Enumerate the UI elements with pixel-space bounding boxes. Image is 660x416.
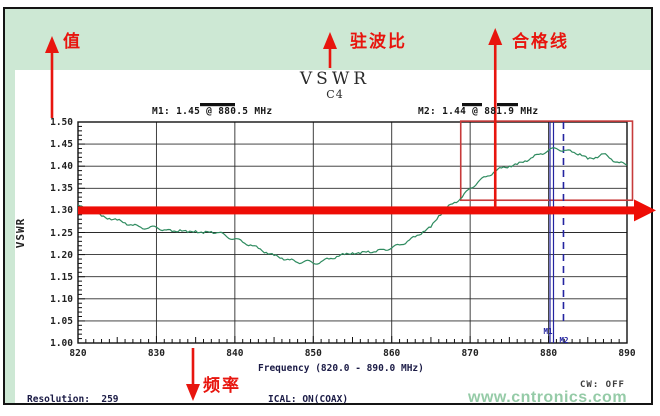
value-arrow-head — [45, 36, 59, 53]
y-tick-label: 1.15 — [50, 271, 73, 283]
highlight-box — [459, 120, 634, 202]
limit-indicator-bar — [497, 103, 518, 107]
freq-arrow-head — [186, 384, 200, 401]
x-tick-label: 840 — [226, 348, 244, 359]
annotation-vswr-label: 驻波比 — [350, 32, 407, 51]
vswr-trace — [77, 147, 628, 265]
y-tick-label: 1.00 — [50, 338, 73, 349]
marker2-readout: M2: 1.44 @ 881.9 MHz — [418, 106, 539, 117]
x-axis-title: Frequency (820.0 - 890.0 MHz) — [258, 363, 424, 374]
annotation-value-label: 值 — [63, 32, 82, 51]
y-tick-label: 1.30 — [50, 205, 73, 217]
x-tick-label: 820 — [69, 348, 87, 359]
chart-title: VSWR — [299, 69, 371, 89]
marker1-flag: M1 — [543, 327, 553, 336]
green-band-left — [5, 9, 15, 403]
y-tick-label: 1.10 — [50, 293, 73, 305]
cw-status-text: CW: OFF — [580, 380, 625, 390]
watermark-text: www.cntronics.com — [468, 389, 628, 406]
footer-left-block: Resolution: 259 Date: 07/09/2002 Model: … — [27, 374, 119, 416]
annotation-pass-line-label: 合格线 — [512, 32, 569, 51]
limit-line — [78, 206, 634, 215]
limit-indicator-bar — [200, 103, 235, 107]
y-tick-label: 1.25 — [50, 227, 73, 239]
pass-line-arrow-head — [488, 28, 503, 45]
footer-mid-block: ICAL: ON(COAX) Time: 06:34:32 Serial #: … — [268, 374, 371, 416]
ical-text: ICAL: ON(COAX) — [268, 394, 349, 405]
y-tick-label: 1.40 — [50, 161, 73, 173]
x-tick-label: 830 — [147, 348, 165, 359]
y-tick-label: 1.45 — [50, 139, 73, 151]
chart-subtitle: C4 — [326, 88, 344, 101]
x-tick-label: 850 — [304, 348, 322, 359]
plot-border — [77, 121, 628, 344]
vswr-arrow-head — [323, 32, 337, 49]
y-tick-label: 1.35 — [50, 183, 73, 195]
y-tick-label: 1.50 — [50, 117, 73, 128]
y-axis-title: VSWR — [14, 217, 27, 249]
marker1-readout: M1: 1.45 @ 880.5 MHz — [152, 106, 273, 117]
limit-line-arrowhead — [634, 199, 656, 222]
y-tick-label: 1.05 — [50, 315, 73, 327]
image-border — [3, 7, 653, 405]
y-tick-label: 1.20 — [50, 249, 73, 261]
limit-indicator-bar — [462, 103, 482, 107]
x-tick-label: 870 — [461, 348, 479, 359]
x-tick-label: 890 — [618, 348, 636, 359]
marker2-flag: M2 — [559, 336, 568, 345]
annotation-frequency-label: 频率 — [203, 376, 241, 395]
x-tick-label: 880 — [539, 348, 558, 359]
x-tick-label: 860 — [383, 348, 401, 359]
resolution-text: Resolution: 259 — [27, 394, 119, 405]
